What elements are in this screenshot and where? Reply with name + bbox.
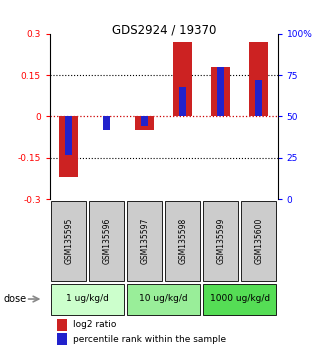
Bar	[179, 87, 186, 116]
Text: log2 ratio: log2 ratio	[73, 320, 116, 329]
FancyBboxPatch shape	[51, 284, 124, 314]
Bar	[56, 333, 67, 345]
Text: GSM135598: GSM135598	[178, 218, 187, 264]
Bar	[255, 80, 262, 116]
Text: dose: dose	[3, 294, 26, 304]
FancyBboxPatch shape	[127, 284, 200, 314]
Bar	[211, 67, 230, 116]
Bar	[135, 116, 154, 130]
FancyBboxPatch shape	[203, 201, 238, 281]
Bar	[56, 319, 67, 331]
Text: GSM135599: GSM135599	[216, 218, 225, 264]
Bar	[173, 42, 192, 116]
Text: 10 ug/kg/d: 10 ug/kg/d	[139, 294, 188, 303]
Bar	[65, 116, 72, 155]
FancyBboxPatch shape	[127, 201, 162, 281]
FancyBboxPatch shape	[51, 201, 86, 281]
Text: GDS2924 / 19370: GDS2924 / 19370	[111, 23, 216, 36]
Bar	[217, 67, 224, 116]
Text: GSM135597: GSM135597	[140, 218, 149, 264]
FancyBboxPatch shape	[89, 201, 124, 281]
FancyBboxPatch shape	[203, 284, 276, 314]
FancyBboxPatch shape	[241, 201, 276, 281]
Text: 1 ug/kg/d: 1 ug/kg/d	[66, 294, 109, 303]
Text: GSM135595: GSM135595	[64, 218, 73, 264]
Bar	[249, 42, 268, 116]
Text: GSM135600: GSM135600	[254, 218, 263, 264]
Bar	[141, 116, 148, 126]
Bar	[103, 116, 110, 130]
Text: 1000 ug/kg/d: 1000 ug/kg/d	[210, 294, 270, 303]
Text: GSM135596: GSM135596	[102, 218, 111, 264]
Bar	[59, 116, 78, 177]
Text: percentile rank within the sample: percentile rank within the sample	[73, 335, 226, 344]
FancyBboxPatch shape	[165, 201, 200, 281]
